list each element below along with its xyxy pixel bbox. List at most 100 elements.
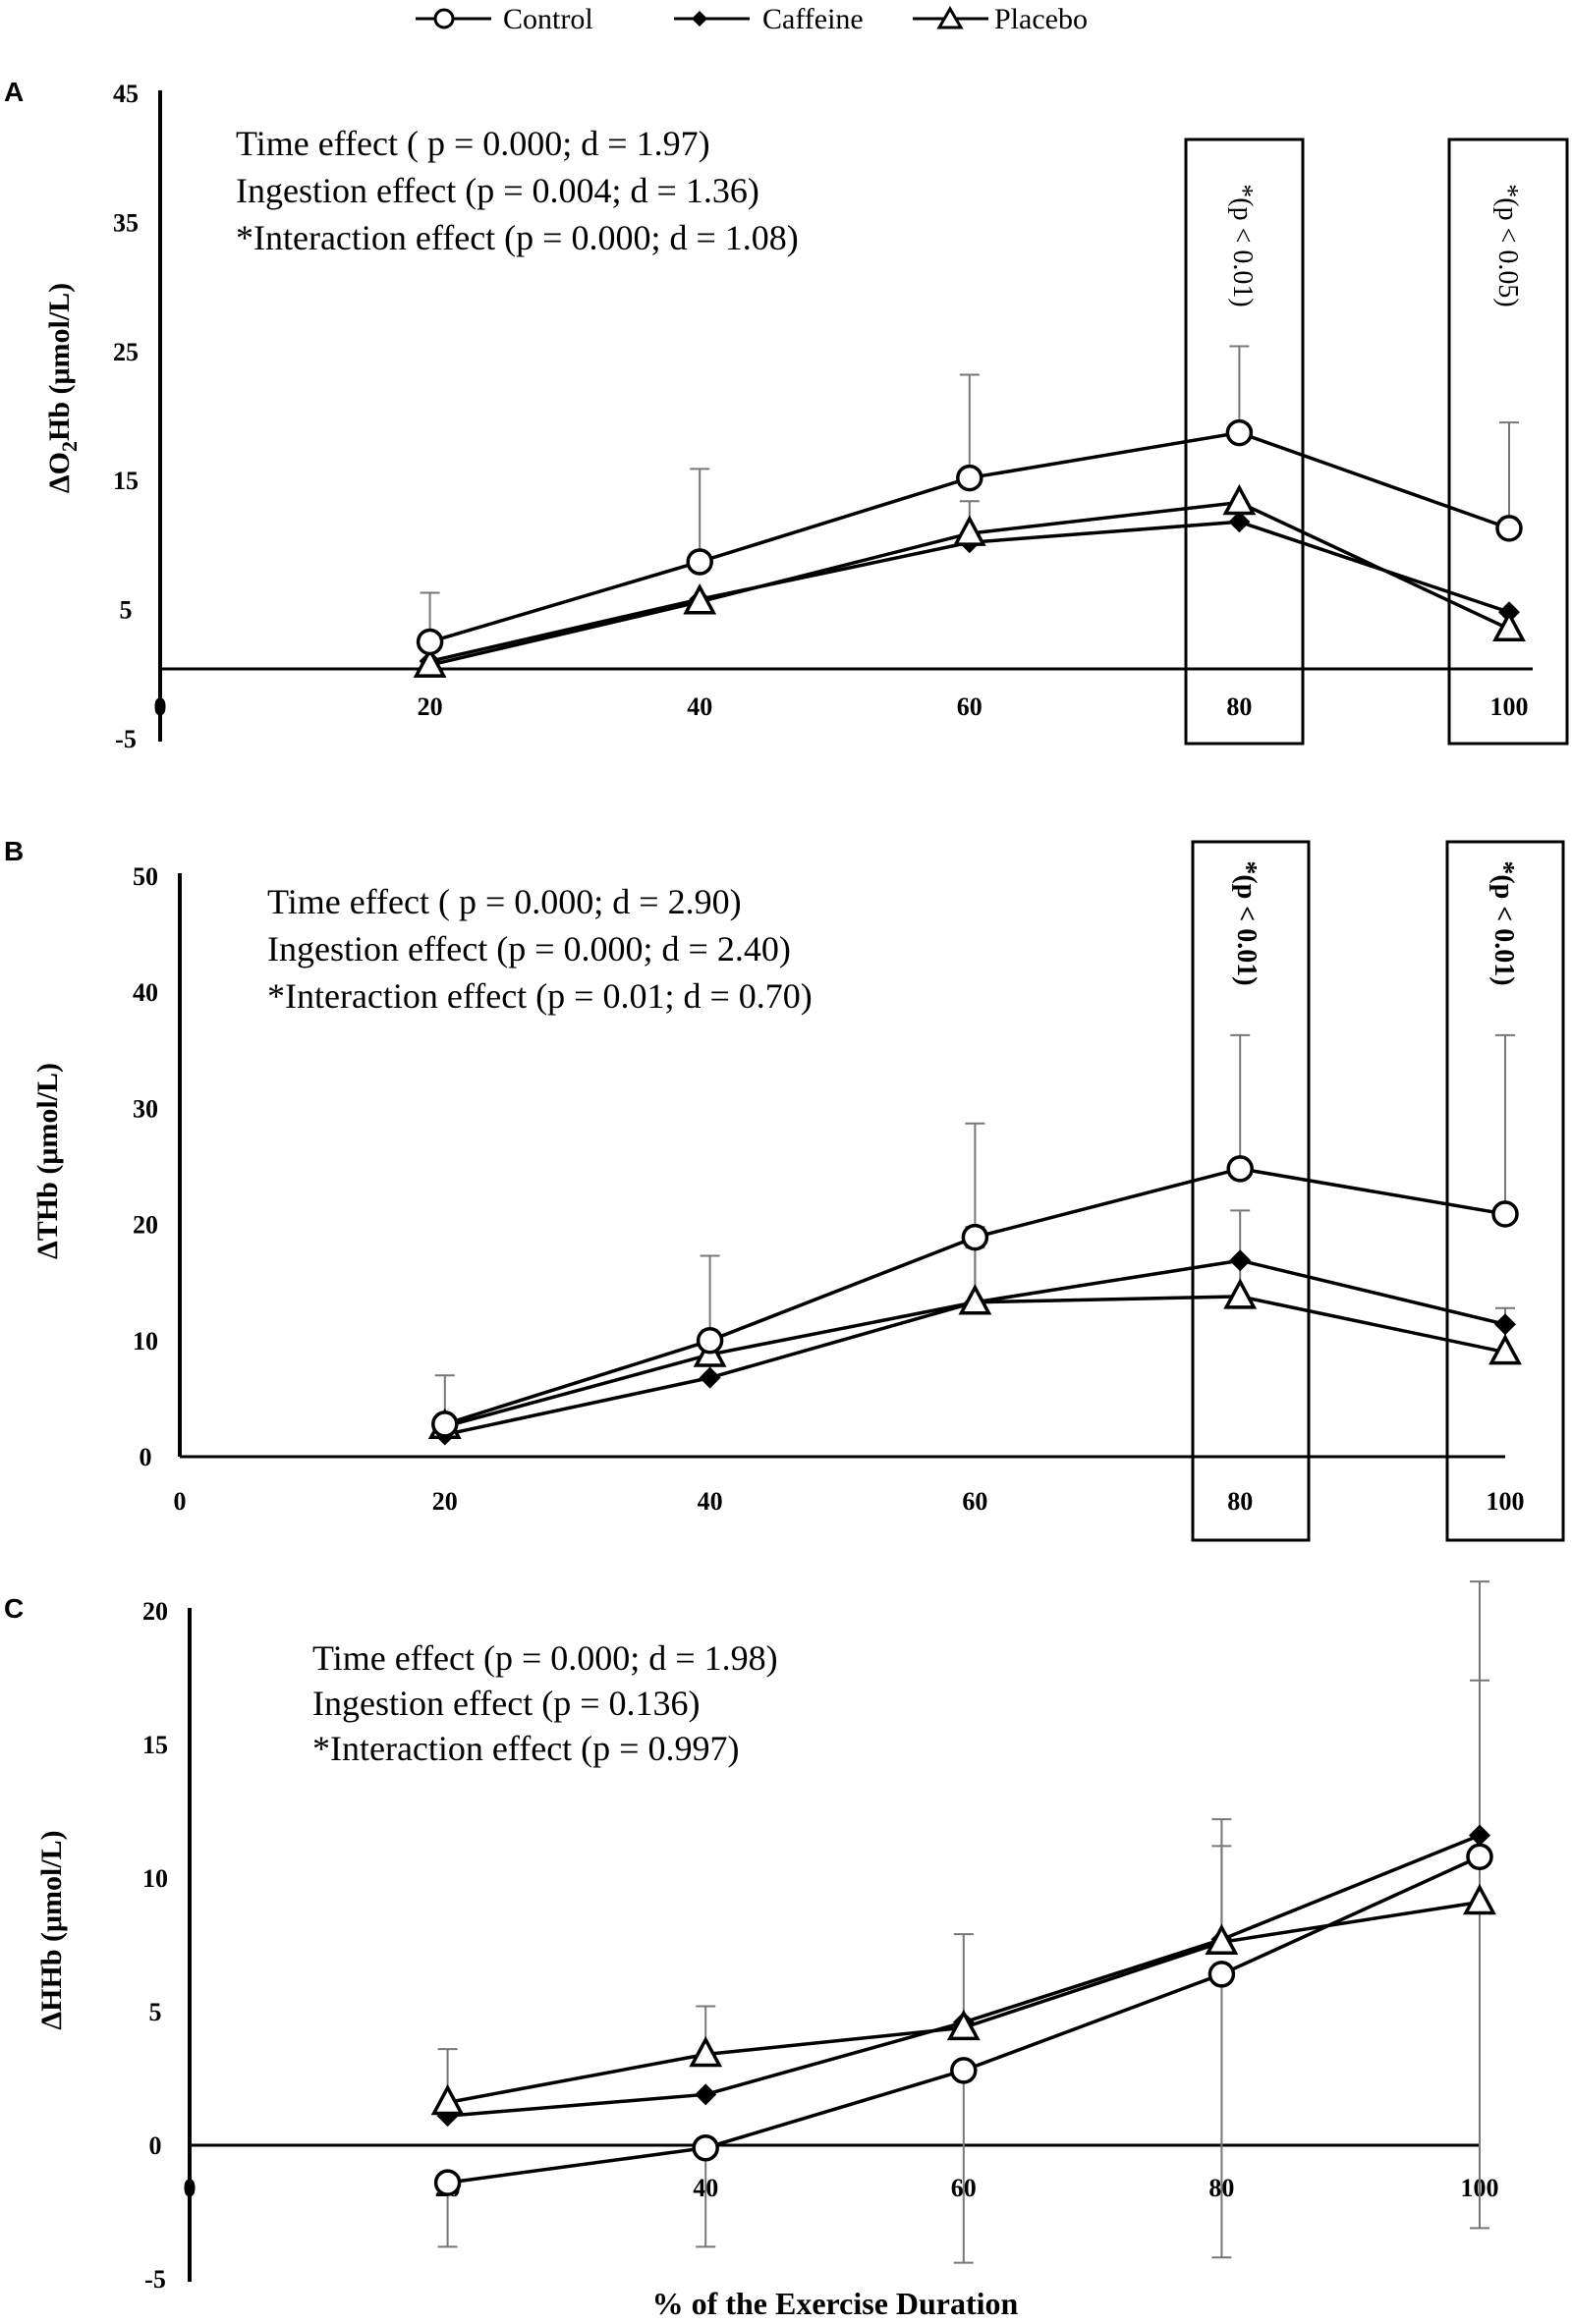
y-tick-label-b-5: 50 bbox=[133, 862, 158, 891]
legend-label-caffeine: Caffeine bbox=[762, 3, 864, 35]
legend-label-placebo: Placebo bbox=[994, 3, 1088, 35]
point-a-placebo-60 bbox=[952, 515, 986, 546]
y-tick-label-b-4: 40 bbox=[133, 978, 158, 1007]
x-tick-label-b-2: 40 bbox=[698, 1487, 723, 1516]
point-c-placebo-60 bbox=[946, 2009, 981, 2041]
panel-letter-b: B bbox=[4, 836, 24, 866]
error-bar-c-control-4 bbox=[1470, 1856, 1489, 2230]
y-axis-label-a-part-1: ΔO bbox=[43, 452, 76, 493]
significance-box-b-100 bbox=[1445, 840, 1565, 1542]
point-b-placebo-80 bbox=[1223, 1278, 1258, 1309]
error-bar-c-control-2 bbox=[953, 2070, 974, 2264]
y-tick-label-c-4: 15 bbox=[142, 1731, 168, 1759]
point-c-control-20 bbox=[433, 2169, 462, 2196]
point-b-placebo-60 bbox=[958, 1284, 992, 1315]
significance-label-a-80: *(p < 0.01) bbox=[1227, 184, 1258, 306]
y-axis-label-a: ΔO2Hb (μmol/L) bbox=[43, 283, 82, 493]
point-a-placebo-100 bbox=[1492, 610, 1526, 642]
point-b-control-100 bbox=[1491, 1200, 1519, 1228]
point-c-caffeine-40 bbox=[695, 2083, 717, 2106]
stat-ingestion-effect-b: Ingestion effect (p = 0.000; d = 2.40) bbox=[267, 929, 791, 968]
error-bar-c-control-3 bbox=[1211, 1973, 1232, 2259]
point-a-control-60 bbox=[956, 464, 983, 492]
significance-box-a-100 bbox=[1447, 138, 1569, 746]
point-c-control-40 bbox=[692, 2133, 719, 2162]
point-b-caffeine-100 bbox=[1494, 1313, 1516, 1336]
significance-box-b-80 bbox=[1191, 840, 1311, 1542]
point-c-placebo-100 bbox=[1463, 1883, 1496, 1915]
stat-time-effect-a: Time effect ( p = 0.000; d = 1.97) bbox=[236, 124, 710, 163]
x-tick-label-a-5: 100 bbox=[1490, 692, 1529, 721]
y-tick-label-a-3: 25 bbox=[113, 338, 139, 366]
y-tick-label-c-5: 20 bbox=[142, 1597, 168, 1626]
x-tick-label-a-3: 60 bbox=[957, 692, 982, 721]
error-bar-a-control-4 bbox=[1499, 421, 1519, 528]
error-bar-a-control-3 bbox=[1229, 345, 1250, 433]
legend-item-placebo: Placebo bbox=[913, 3, 1088, 35]
panel-c: ΔHHb (μmol/L) Time effect (p = 0.000; d … bbox=[35, 1580, 1499, 2294]
y-tick-label-b-0: 0 bbox=[140, 1443, 152, 1471]
legend-item-control: Control bbox=[416, 3, 593, 35]
point-c-placebo-80 bbox=[1205, 1923, 1239, 1956]
stat-time-effect-c: Time effect (p = 0.000; d = 1.98) bbox=[312, 1638, 778, 1678]
stat-time-effect-b: Time effect ( p = 0.000; d = 2.90) bbox=[267, 882, 742, 921]
legend-marker-circle bbox=[433, 8, 455, 29]
y-tick-label-c-3: 10 bbox=[142, 1864, 168, 1893]
point-b-caffeine-80 bbox=[1229, 1249, 1252, 1272]
y-tick-label-a-5: 45 bbox=[113, 80, 139, 108]
point-a-placebo-20 bbox=[413, 646, 447, 678]
point-a-placebo-40 bbox=[683, 583, 717, 615]
y-axis-label-a-subscript: 2 bbox=[57, 441, 82, 452]
legend-marker-triangle bbox=[936, 6, 964, 29]
y-tick-label-a-2: 15 bbox=[113, 467, 139, 495]
point-a-control-100 bbox=[1495, 515, 1523, 542]
point-b-control-20 bbox=[431, 1411, 459, 1438]
x-tick-label-b-1: 20 bbox=[432, 1487, 458, 1516]
panel-letter-a: A bbox=[4, 77, 24, 107]
point-c-control-100 bbox=[1466, 1843, 1493, 1870]
point-b-control-80 bbox=[1226, 1155, 1254, 1183]
y-tick-label-b-3: 30 bbox=[133, 1094, 158, 1123]
x-tick-label-c-0: 0 bbox=[184, 2174, 196, 2202]
x-tick-label-a-0: 0 bbox=[154, 692, 167, 721]
error-bar-c-control-1 bbox=[696, 2147, 716, 2248]
point-a-placebo-80 bbox=[1222, 483, 1257, 516]
stat-ingestion-effect-c: Ingestion effect (p = 0.136) bbox=[312, 1684, 701, 1723]
stat-interaction-effect-c: *Interaction effect (p = 0.997) bbox=[312, 1729, 739, 1768]
x-tick-label-b-0: 0 bbox=[174, 1487, 187, 1516]
x-tick-label-a-4: 80 bbox=[1226, 692, 1252, 721]
y-tick-label-a-4: 35 bbox=[113, 208, 139, 237]
y-tick-label-c-2: 5 bbox=[149, 1998, 162, 2026]
series-line-b-placebo bbox=[444, 1295, 1506, 1428]
point-c-caffeine-100 bbox=[1469, 1824, 1490, 1847]
y-axis-label-a-part-2: Hb (μmol/L) bbox=[43, 283, 76, 441]
point-a-control-80 bbox=[1225, 418, 1254, 447]
error-bar-a-control-1 bbox=[690, 468, 710, 562]
error-bar-a-control-2 bbox=[959, 373, 980, 478]
point-b-control-60 bbox=[961, 1223, 989, 1251]
point-c-control-60 bbox=[950, 2057, 978, 2084]
x-tick-label-b-4: 80 bbox=[1227, 1487, 1253, 1516]
y-tick-label-c-0: -5 bbox=[144, 2265, 166, 2294]
y-axis-label-b: ΔTHb (μmol/L) bbox=[31, 1063, 64, 1259]
legend-marker-diamond bbox=[692, 11, 707, 27]
point-b-placebo-100 bbox=[1488, 1333, 1522, 1365]
panel-b: ΔTHb (μmol/L) Time effect ( p = 0.000; d… bbox=[31, 840, 1565, 1542]
legend-item-caffeine: Caffeine bbox=[674, 3, 864, 35]
legend-label-control: Control bbox=[503, 3, 593, 35]
significance-label-b-80: *(p < 0.01) bbox=[1231, 860, 1262, 985]
point-c-control-80 bbox=[1207, 1961, 1236, 1988]
y-tick-label-c-1: 0 bbox=[149, 2131, 162, 2160]
stat-interaction-effect-b: *Interaction effect (p = 0.01; d = 0.70) bbox=[267, 976, 813, 1016]
y-tick-label-a-0: -5 bbox=[115, 725, 137, 753]
point-b-control-40 bbox=[696, 1327, 724, 1355]
point-c-placebo-40 bbox=[689, 2035, 723, 2068]
point-a-caffeine-80 bbox=[1228, 511, 1251, 533]
panel-a: ΔO2Hb (μmol/L) Time effect ( p = 0.000; … bbox=[43, 80, 1569, 753]
x-tick-label-a-2: 40 bbox=[687, 692, 712, 721]
point-a-control-20 bbox=[416, 628, 444, 656]
legend: Control Caffeine Placebo bbox=[416, 3, 1088, 35]
x-tick-label-a-1: 20 bbox=[418, 692, 443, 721]
panel-letter-c: C bbox=[4, 1593, 24, 1624]
